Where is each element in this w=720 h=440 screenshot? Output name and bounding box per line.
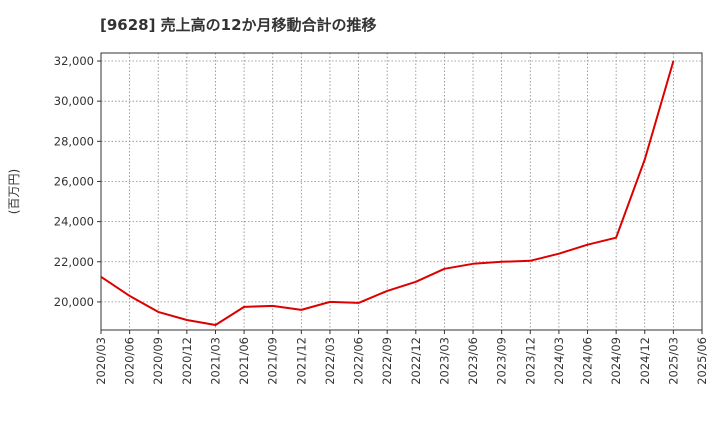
x-tick-label: 2020/06 [123, 337, 137, 385]
series-line [100, 60, 675, 326]
x-tick-label: 2024/03 [552, 337, 566, 385]
x-tick-label: 2022/06 [352, 337, 366, 385]
x-tick-label: 2023/06 [466, 337, 480, 385]
x-tick-label: 2023/12 [523, 337, 537, 385]
x-tick-label: 2021/12 [294, 337, 308, 385]
x-tick-label: 2021/09 [266, 337, 280, 385]
y-tick-label: 28,000 [54, 134, 94, 148]
y-tick-label: 22,000 [54, 255, 94, 269]
plot-area [101, 53, 702, 330]
x-tick-label: 2025/03 [666, 337, 680, 385]
y-tick-label: 26,000 [54, 174, 94, 188]
x-tick-label: 2021/06 [237, 337, 251, 385]
x-tick-label: 2025/06 [695, 337, 709, 385]
x-tick-label: 2022/12 [409, 337, 423, 385]
plot-frame [100, 52, 703, 331]
y-tick-label: 24,000 [54, 215, 94, 229]
x-tick-label: 2024/06 [581, 337, 595, 385]
y-tick-label: 20,000 [54, 295, 94, 309]
y-tick-label: 30,000 [54, 94, 94, 108]
x-tick-label: 2023/03 [437, 337, 451, 385]
x-tick-label: 2020/12 [180, 337, 194, 385]
x-tick-label: 2021/03 [208, 337, 222, 385]
x-tick-label: 2023/09 [495, 337, 509, 385]
x-tick-label: 2020/09 [151, 337, 165, 385]
y-axis-title: (百万円) [7, 169, 21, 214]
chart-title: [9628] 売上高の12か月移動合計の推移 [100, 16, 377, 34]
x-tick-label: 2024/09 [609, 337, 623, 385]
x-tick-label: 2022/09 [380, 337, 394, 385]
x-tick-label: 2024/12 [638, 337, 652, 385]
x-tick-label: 2020/03 [94, 337, 108, 385]
y-tick-label: 32,000 [54, 54, 94, 68]
x-tick-label: 2022/03 [323, 337, 337, 385]
